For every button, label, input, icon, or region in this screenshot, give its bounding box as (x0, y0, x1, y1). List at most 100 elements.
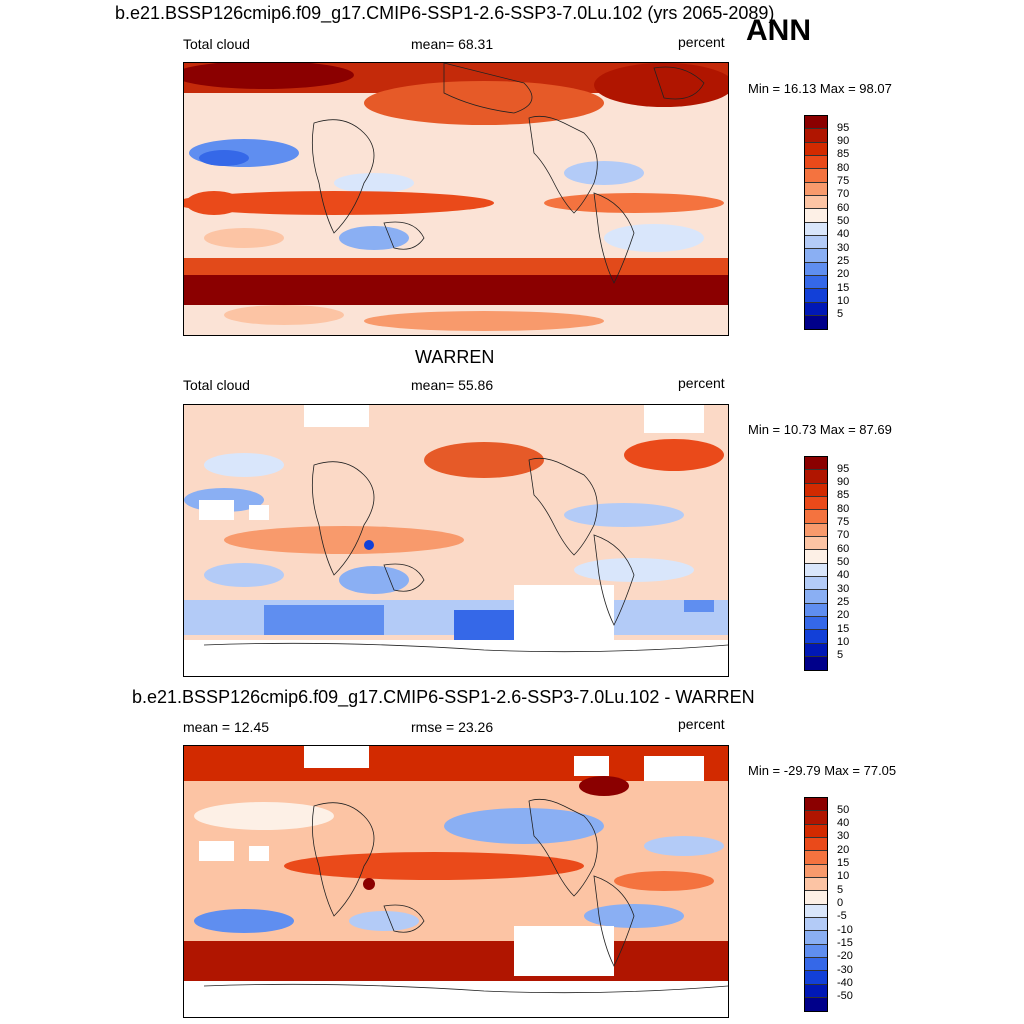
colorbar-swatch (805, 616, 827, 631)
map-plot (184, 405, 728, 676)
map-model-total-cloud (183, 62, 729, 336)
colorbar-swatch (805, 864, 827, 878)
colorbar-swatch (805, 904, 827, 918)
colorbar-swatch (805, 837, 827, 852)
colorbar-swatch (805, 536, 827, 551)
colorbar-swatch (805, 563, 827, 577)
colorbar (804, 115, 828, 331)
colorbar-swatch (805, 235, 827, 250)
variable-label: Total cloud (183, 377, 250, 393)
colorbar-label: 75 (837, 175, 850, 187)
colorbar-label: -5 (837, 910, 847, 922)
colorbar-swatch (805, 249, 827, 263)
colorbar-label: 25 (837, 255, 850, 267)
colorbar-swatch (805, 984, 827, 998)
colorbar-label: 25 (837, 596, 850, 608)
colorbar-label: 70 (837, 529, 850, 541)
panel-title: b.e21.BSSP126cmip6.f09_g17.CMIP6-SSP1-2.… (132, 687, 755, 707)
colorbar-swatch (805, 496, 827, 511)
mean-label: mean= 68.31 (411, 36, 494, 52)
colorbar-label: 10 (837, 636, 850, 648)
colorbar-swatch (805, 590, 827, 604)
colorbar-label: 0 (837, 897, 844, 909)
colorbar-label: -20 (837, 950, 853, 962)
colorbar-swatch (805, 142, 827, 156)
colorbar-swatch (805, 630, 827, 644)
colorbar-swatch (805, 116, 827, 130)
colorbar-label: 80 (837, 162, 850, 174)
colorbar-label: 30 (837, 830, 850, 842)
colorbar-swatch (805, 262, 827, 276)
colorbar-swatch (805, 302, 827, 316)
colorbar-swatch (805, 971, 827, 985)
colorbar-swatch (805, 315, 827, 330)
colorbar-swatch (805, 798, 827, 812)
colorbar-swatch (805, 877, 827, 892)
colorbar-swatch (805, 155, 827, 170)
colorbar-swatch (805, 275, 827, 290)
colorbar-label: 40 (837, 817, 850, 829)
colorbar-swatch (805, 917, 827, 932)
colorbar-label: 75 (837, 516, 850, 528)
colorbar-swatch (805, 483, 827, 497)
colorbar-label: 85 (837, 489, 850, 501)
season-label: ANN (746, 14, 811, 47)
colorbar-label: 5 (837, 884, 844, 896)
colorbar-label: 30 (837, 583, 850, 595)
colorbar-label: 40 (837, 228, 850, 240)
colorbar-swatch (805, 470, 827, 484)
colorbar-label: -40 (837, 977, 853, 989)
colorbar-label: -15 (837, 937, 853, 949)
colorbar-swatch (805, 510, 827, 524)
variable-label: Total cloud (183, 36, 250, 52)
colorbar-swatch (805, 523, 827, 537)
units-label: percent (678, 375, 725, 391)
min-max-label: Min = 16.13 Max = 98.07 (748, 81, 892, 96)
colorbar-swatch (805, 195, 827, 210)
colorbar-label: -50 (837, 990, 853, 1002)
colorbar-swatch (805, 169, 827, 183)
colorbar-label: 90 (837, 476, 850, 488)
colorbar-swatch (805, 129, 827, 143)
colorbar-swatch (805, 997, 827, 1012)
colorbar-label: 5 (837, 308, 844, 320)
colorbar-swatch (805, 289, 827, 303)
map-plot (184, 63, 728, 335)
mean-label: mean = 12.45 (183, 719, 270, 735)
colorbar-label: 60 (837, 202, 850, 214)
units-label: percent (678, 716, 725, 732)
colorbar-label: -10 (837, 924, 853, 936)
case-title: b.e21.BSSP126cmip6.f09_g17.CMIP6-SSP1-2.… (115, 3, 775, 23)
colorbar-label: 20 (837, 609, 850, 621)
colorbar-label: 60 (837, 543, 850, 555)
colorbar-label: 80 (837, 503, 850, 515)
colorbar-label: 15 (837, 282, 850, 294)
colorbar-swatch (805, 576, 827, 591)
rmse-label: rmse = 23.26 (411, 719, 494, 735)
map-plot (184, 746, 728, 1017)
min-max-label: Min = 10.73 Max = 87.69 (748, 422, 892, 437)
colorbar-swatch (805, 182, 827, 196)
colorbar-swatch (805, 944, 827, 958)
colorbar-label: 50 (837, 556, 850, 568)
colorbar-label: 70 (837, 188, 850, 200)
colorbar-label: 20 (837, 268, 850, 280)
colorbar-label: 30 (837, 242, 850, 254)
colorbar-label: 85 (837, 148, 850, 160)
colorbar-label: 15 (837, 857, 850, 869)
colorbar-label: 10 (837, 295, 850, 307)
colorbar-label: 95 (837, 463, 850, 475)
colorbar-label: 10 (837, 870, 850, 882)
colorbar-swatch (805, 603, 827, 617)
colorbar-label: 40 (837, 569, 850, 581)
colorbar-label: 5 (837, 649, 844, 661)
colorbar-label: -30 (837, 964, 853, 976)
colorbar-label: 20 (837, 844, 850, 856)
colorbar-swatch (805, 457, 827, 471)
colorbar-swatch (805, 824, 827, 838)
colorbar-swatch (805, 222, 827, 236)
colorbar-label: 90 (837, 135, 850, 147)
colorbar-label: 50 (837, 804, 850, 816)
colorbar-swatch (805, 851, 827, 865)
min-max-label: Min = -29.79 Max = 77.05 (748, 763, 897, 778)
